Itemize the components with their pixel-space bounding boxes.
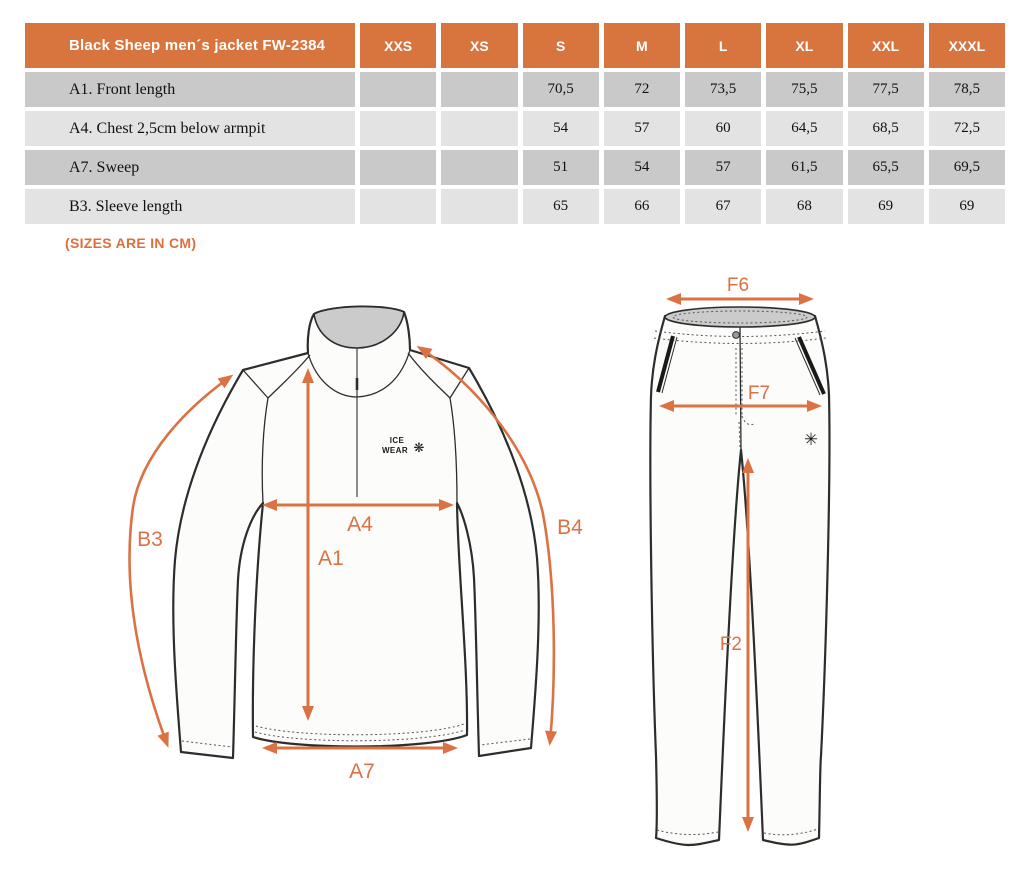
cell-value [360, 189, 437, 224]
cell-value: 57 [603, 111, 680, 146]
cell-value: 69,5 [928, 150, 1005, 185]
size-header-xxxl: XXXL [928, 23, 1005, 68]
cell-value: 70,5 [522, 72, 599, 107]
cell-value: 67 [685, 189, 762, 224]
collar-top [313, 305, 405, 349]
jacket-measurements: A4 A1 A7 B3 B4 [128, 345, 583, 783]
waist-button [732, 331, 740, 339]
size-header-xxs: XXS [360, 23, 437, 68]
cell-value: 73,5 [685, 72, 762, 107]
row-label: B3. Sleeve length [25, 189, 355, 224]
size-table-header-row: Black Sheep men´s jacket FW-2384 XXS XS … [25, 23, 1005, 68]
cell-value [360, 72, 437, 107]
cell-value: 54 [522, 111, 599, 146]
snowflake-icon: ✳ [804, 430, 818, 450]
cell-value: 68 [766, 189, 843, 224]
measurement-label-f7: F7 [748, 383, 770, 404]
cell-value: 65 [522, 189, 599, 224]
cell-value: 78,5 [928, 72, 1005, 107]
measurement-label-a1: A1 [318, 547, 344, 570]
cell-value [441, 189, 518, 224]
row-label: A1. Front length [25, 72, 355, 107]
size-table: Black Sheep men´s jacket FW-2384 XXS XS … [20, 19, 1010, 228]
row-label: A7. Sweep [25, 150, 355, 185]
cell-value: 72 [603, 72, 680, 107]
cell-value [360, 111, 437, 146]
table-row-sleeve-length: B3. Sleeve length 65 66 67 68 69 69 [25, 189, 1005, 224]
measurement-label-a7: A7 [349, 760, 375, 783]
pants-diagram: ✳ F6 F7 F2 [649, 276, 831, 847]
pants-measurements: F6 F7 F2 [659, 276, 822, 832]
size-header-m: M [603, 23, 680, 68]
cell-value: 64,5 [766, 111, 843, 146]
cell-value: 72,5 [928, 111, 1005, 146]
table-row-sweep: A7. Sweep 51 54 57 61,5 65,5 69,5 [25, 150, 1005, 185]
svg-text:WEAR: WEAR [382, 446, 408, 455]
snowflake-icon: ❋ [414, 441, 425, 456]
measurement-label-b3: B3 [137, 528, 163, 551]
cell-value: 66 [603, 189, 680, 224]
waistband-top-stitch [672, 310, 808, 324]
cell-value: 65,5 [847, 150, 924, 185]
cell-value: 69 [928, 189, 1005, 224]
cell-value: 54 [603, 150, 680, 185]
measurement-arrow-b3 [128, 374, 234, 748]
size-header-s: S [522, 23, 599, 68]
size-header-xs: XS [441, 23, 518, 68]
center-front-seam [739, 326, 742, 451]
measurement-label-b4: B4 [557, 516, 583, 539]
cell-value: 68,5 [847, 111, 924, 146]
cell-value: 57 [685, 150, 762, 185]
cell-value [441, 72, 518, 107]
row-label: A4. Chest 2,5cm below armpit [25, 111, 355, 146]
cell-value [441, 150, 518, 185]
cell-value: 61,5 [766, 150, 843, 185]
cell-value: 51 [522, 150, 599, 185]
cell-value: 75,5 [766, 72, 843, 107]
product-title: Black Sheep men´s jacket FW-2384 [25, 23, 355, 68]
svg-text:ICE: ICE [390, 436, 405, 445]
table-row-front-length: A1. Front length 70,5 72 73,5 75,5 77,5 … [25, 72, 1005, 107]
cell-value [441, 111, 518, 146]
waistband-top [664, 306, 816, 328]
cell-value: 60 [685, 111, 762, 146]
units-note: (SIZES ARE IN CM) [65, 235, 197, 251]
measurement-label-f2: F2 [720, 634, 742, 655]
measurement-label-f6: F6 [727, 276, 749, 296]
pocket-lines [656, 335, 826, 396]
size-header-xxl: XXL [847, 23, 924, 68]
cell-value: 77,5 [847, 72, 924, 107]
cell-value [360, 150, 437, 185]
table-row-chest: A4. Chest 2,5cm below armpit 54 57 60 64… [25, 111, 1005, 146]
jacket-diagram: ICE WEAR ❋ A4 A1 A7 B3 B4 [128, 305, 583, 783]
measurement-arrow-b4 [416, 345, 557, 746]
cell-value: 69 [847, 189, 924, 224]
measurement-label-a4: A4 [347, 513, 373, 536]
size-header-xl: XL [766, 23, 843, 68]
size-header-l: L [685, 23, 762, 68]
